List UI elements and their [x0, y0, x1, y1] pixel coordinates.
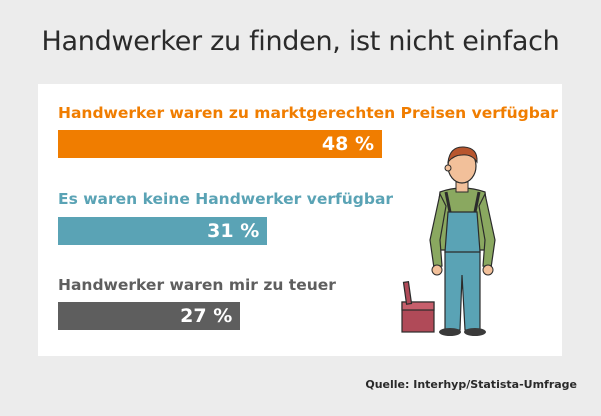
bar-1: 48 %	[58, 130, 382, 158]
bar-value-2: 31 %	[207, 220, 260, 242]
chart-title: Handwerker zu finden, ist nicht einfach	[41, 26, 560, 57]
bar-value-3: 27 %	[180, 305, 233, 327]
toolbox-icon	[401, 281, 435, 333]
bar-3: 27 %	[58, 302, 241, 330]
bar-value-1: 48 %	[321, 133, 374, 155]
bar-label-1: Handwerker waren zu marktgerechten Preis…	[58, 104, 558, 122]
worker-illustration	[401, 146, 496, 336]
bar-2: 31 %	[58, 217, 268, 245]
bar-label-2: Es waren keine Handwerker verfügbar	[58, 190, 394, 208]
source-note: Quelle: Interhyp/Statista-Umfrage	[365, 378, 577, 391]
bar-label-3: Handwerker waren mir zu teuer	[58, 276, 336, 294]
